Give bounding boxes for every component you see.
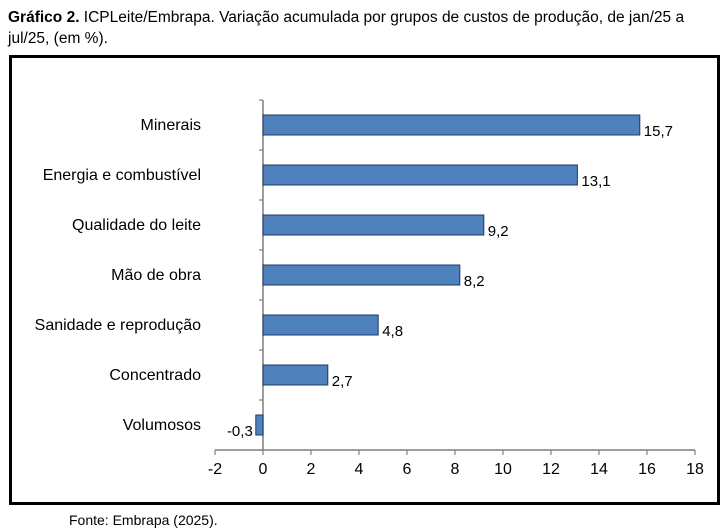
- x-tick-label: 8: [451, 461, 460, 478]
- category-label: Minerais: [141, 117, 201, 134]
- bar: [262, 214, 485, 236]
- data-label: 9,2: [488, 223, 509, 240]
- bar: [262, 114, 641, 136]
- data-label: 13,1: [581, 173, 610, 190]
- x-tick-label: 0: [259, 461, 268, 478]
- x-tick-label: 2: [307, 461, 316, 478]
- data-label: 8,2: [464, 273, 485, 290]
- caption-label: Gráfico 2.: [8, 9, 80, 26]
- source-note: Fonte: Embrapa (2025).: [69, 512, 218, 528]
- category-label: Concentrado: [109, 367, 201, 384]
- bar: [262, 264, 461, 286]
- data-label: -0,3: [227, 423, 253, 440]
- chart-frame: -2 0 2 4 6 8 10 12 14 16 18 Minerais 15,7 Energia e c…: [9, 55, 720, 505]
- x-tick-label: 6: [403, 461, 412, 478]
- x-tick-label: 18: [686, 461, 704, 478]
- figure-caption: Gráfico 2. ICPLeite/Embrapa. Variação ac…: [8, 7, 724, 49]
- bar-chart: -2 0 2 4 6 8 10 12 14 16 18 Minerais 15,7 Energia e c…: [35, 99, 704, 478]
- category-label: Sanidade e reprodução: [35, 317, 201, 334]
- bar: [262, 164, 578, 186]
- x-tick-label: 12: [542, 461, 560, 478]
- bar: [262, 364, 329, 386]
- x-tick-label: 14: [590, 461, 608, 478]
- bar: [262, 314, 379, 336]
- x-tick-label: -2: [208, 461, 222, 478]
- data-label: 2,7: [332, 373, 353, 390]
- x-tick-label: 16: [638, 461, 656, 478]
- caption-text: ICPLeite/Embrapa. Variação acumulada por…: [8, 9, 685, 47]
- x-tick-label: 10: [494, 461, 512, 478]
- bar: [255, 414, 264, 436]
- category-label: Volumosos: [123, 417, 201, 434]
- category-label: Mão de obra: [111, 267, 201, 284]
- category-label: Energia e combustível: [43, 167, 201, 184]
- category-label: Qualidade do leite: [72, 217, 201, 234]
- data-label: 15,7: [644, 123, 673, 140]
- data-label: 4,8: [382, 323, 403, 340]
- x-tick-label: 4: [355, 461, 364, 478]
